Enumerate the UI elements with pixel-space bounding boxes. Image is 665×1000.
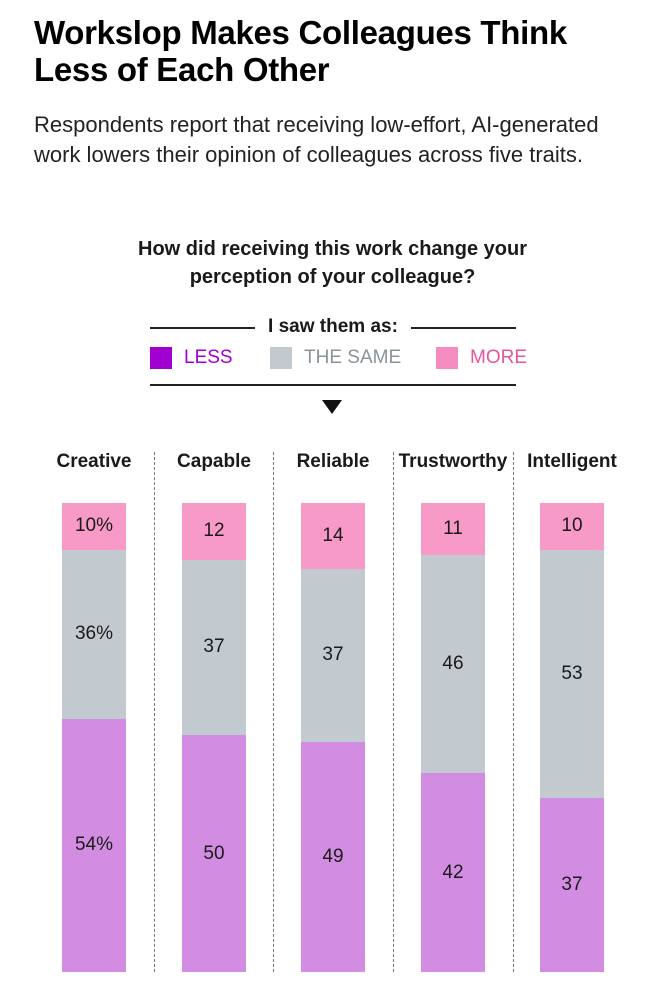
legend-label-more: MORE [470, 347, 527, 368]
survey-question: How did receiving this work change your … [138, 238, 527, 288]
legend-rule-right [411, 327, 516, 329]
data-label-creative-less: 54% [74, 834, 114, 856]
legend-rule-bottom [150, 384, 516, 386]
category-label-creative: Creative [56, 451, 132, 472]
data-label-trustworthy-less: 42 [442, 861, 464, 883]
data-label-reliable-more: 14 [322, 524, 344, 546]
bar-segment-trustworthy-less: 42 [421, 773, 485, 972]
data-label-intelligent-more: 10 [561, 515, 583, 537]
legend-swatch-more [436, 347, 458, 369]
bar-segment-trustworthy-the-same: 46 [421, 555, 485, 774]
bar-segment-reliable-the-same: 37 [301, 568, 365, 743]
data-label-reliable-less: 49 [322, 846, 344, 868]
legend-label-less: LESS [184, 347, 233, 368]
bar-segment-intelligent-more: 10 [540, 503, 604, 550]
chart-title: Workslop Makes Colleagues Think Less of … [34, 14, 567, 88]
legend-swatch-less [150, 347, 172, 369]
bar-segment-intelligent-the-same: 53 [540, 549, 604, 799]
data-label-trustworthy-the-same: 46 [442, 653, 464, 675]
category-label-reliable: Reliable [296, 451, 370, 472]
column-divider-4 [513, 452, 514, 972]
legend-label-the-same: THE SAME [304, 347, 402, 368]
bar-segment-reliable-less: 49 [301, 742, 365, 972]
bar-segment-creative-less: 54% [62, 718, 126, 972]
bar-segment-intelligent-less: 37 [540, 798, 604, 972]
bar-segment-creative-more: 10% [62, 503, 126, 550]
category-label-trustworthy: Trustworthy [398, 451, 508, 472]
legend-heading: I saw them as: [268, 316, 398, 337]
data-label-capable-less: 50 [203, 842, 225, 864]
legend-rule-left [150, 327, 255, 329]
category-label-capable: Capable [177, 451, 251, 472]
data-label-creative-the-same: 36% [74, 623, 114, 645]
bar-segment-capable-less: 50 [182, 735, 246, 972]
data-label-reliable-the-same: 37 [322, 644, 344, 666]
category-label-intelligent: Intelligent [527, 451, 617, 472]
data-label-capable-more: 12 [203, 520, 225, 542]
data-label-creative-more: 10% [74, 515, 114, 537]
data-label-intelligent-the-same: 53 [561, 663, 583, 685]
bar-segment-reliable-more: 14 [301, 503, 365, 569]
bar-segment-creative-the-same: 36% [62, 549, 126, 719]
column-divider-3 [393, 452, 394, 972]
data-label-intelligent-less: 37 [561, 874, 583, 896]
column-divider-2 [273, 452, 274, 972]
bar-segment-capable-the-same: 37 [182, 559, 246, 736]
legend-swatch-the-same [270, 347, 292, 369]
arrow-down-icon [322, 400, 342, 414]
bar-segment-capable-more: 12 [182, 503, 246, 560]
column-divider-1 [154, 452, 155, 972]
bar-segment-trustworthy-more: 11 [421, 503, 485, 556]
chart-subtitle: Respondents report that receiving low-ef… [34, 112, 599, 167]
data-label-capable-the-same: 37 [203, 636, 225, 658]
data-label-trustworthy-more: 11 [443, 518, 463, 540]
